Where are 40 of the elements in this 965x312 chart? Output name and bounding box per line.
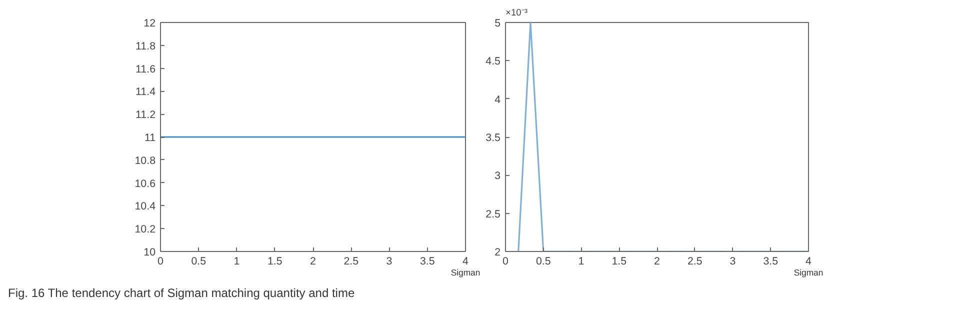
x-tick-label: 0.5 xyxy=(536,256,551,268)
y-tick-label: 3.5 xyxy=(486,132,501,144)
x-tick-label: 0 xyxy=(502,256,509,268)
y-tick-label: 5 xyxy=(494,18,501,30)
y-tick-label: 3 xyxy=(494,170,501,182)
y-tick-label: 11.2 xyxy=(136,109,156,122)
x-tick-label: 3 xyxy=(730,256,736,268)
y-tick-label: 10.2 xyxy=(134,224,156,236)
x-tick-label: 2.5 xyxy=(344,256,359,268)
y-tick-label: 10.6 xyxy=(134,178,156,190)
text: ×10⁻³ xyxy=(506,8,528,18)
y-tick-label: 11.6 xyxy=(136,63,156,76)
x-tick-label: 1.5 xyxy=(612,256,627,268)
x-tick-label: 1.5 xyxy=(267,256,282,268)
x-tick-label: 0 xyxy=(158,256,164,268)
y-tick-label: 2 xyxy=(494,246,501,258)
y-tick-label: 11.4 xyxy=(136,86,156,98)
x-axis-title: Sigman xyxy=(794,268,824,278)
x-tick-label: 0.5 xyxy=(191,256,206,268)
x-tick-label: 4 xyxy=(462,256,469,268)
y-tick-label: 4.5 xyxy=(486,56,501,68)
x-tick-label: 1 xyxy=(578,256,584,268)
x-tick-label: 3.5 xyxy=(763,256,778,268)
x-tick-label: 2 xyxy=(654,256,660,268)
x-axis-title: Sigman xyxy=(450,268,480,278)
y-tick-label: 12 xyxy=(144,18,156,30)
x-tick-label: 3 xyxy=(386,256,392,268)
y-tick-label: 11 xyxy=(144,132,156,144)
y-tick-label: 10.8 xyxy=(134,154,156,167)
x-tick-label: 4 xyxy=(806,256,812,268)
x-tick-label: 2 xyxy=(310,256,316,268)
y-tick-label: 11.8 xyxy=(136,40,156,52)
y-tick-label: 10 xyxy=(144,246,156,258)
y-tick-label: 4 xyxy=(494,94,501,106)
x-tick-label: 2.5 xyxy=(687,256,702,268)
x-tick-label: 1 xyxy=(234,256,240,268)
y-tick-label: 10.4 xyxy=(134,200,156,213)
caption: Fig. 16 The tendency chart of Sigman matching quantity and time xyxy=(8,285,355,302)
y-tick-label: 2.5 xyxy=(486,208,501,220)
x-tick-label: 3.5 xyxy=(420,256,435,268)
